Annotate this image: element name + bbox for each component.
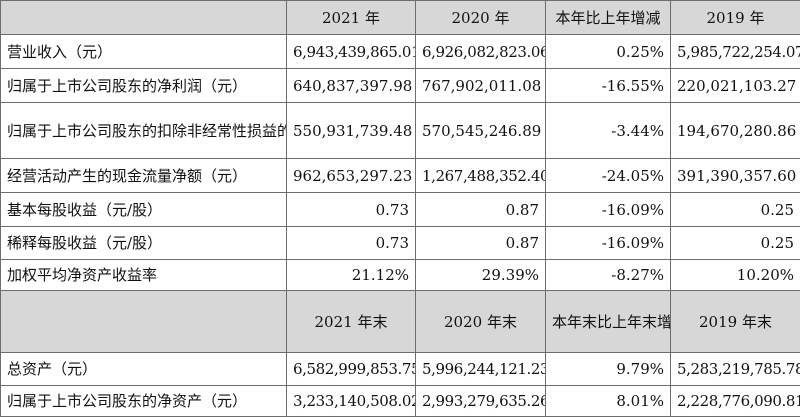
header-2019: 2019 年 — [671, 1, 800, 35]
cell-2019: 0.25 — [671, 227, 800, 260]
cell-2019-end: 2,228,776,090.81 — [671, 386, 800, 417]
header-2020: 2020 年 — [416, 1, 546, 35]
table-row-weighted-roe: 加权平均净资产收益率 21.12% 29.39% -8.27% 10.20% — [1, 260, 800, 291]
row-label: 营业收入（元） — [1, 35, 287, 69]
header-2019-end: 2019 年末 — [671, 291, 800, 353]
cell-2020: 570,545,246.89 — [416, 103, 546, 159]
table-row-net-assets: 归属于上市公司股东的净资产（元） 3,233,140,508.02 2,993,… — [1, 386, 800, 417]
cell-2021: 0.73 — [287, 193, 416, 227]
header-row-year-end: 2021 年末 2020 年末 本年末比上年末增减 2019 年末 — [1, 291, 800, 353]
row-label: 经营活动产生的现金流量净额（元） — [1, 159, 287, 193]
cell-2021: 962,653,297.23 — [287, 159, 416, 193]
row-label: 加权平均净资产收益率 — [1, 260, 287, 291]
table-row-basic-eps: 基本每股收益（元/股） 0.73 0.87 -16.09% 0.25 — [1, 193, 800, 227]
header-year-end-change: 本年末比上年末增减 — [546, 291, 671, 353]
cell-2020: 0.87 — [416, 193, 546, 227]
cell-2021: 640,837,397.98 — [287, 69, 416, 103]
cell-2020: 0.87 — [416, 227, 546, 260]
cell-change: -8.27% — [546, 260, 671, 291]
cell-2020: 29.39% — [416, 260, 546, 291]
table-row-net-profit: 归属于上市公司股东的净利润（元） 640,837,397.98 767,902,… — [1, 69, 800, 103]
header-2020-end: 2020 年末 — [416, 291, 546, 353]
row-label: 归属于上市公司股东的净利润（元） — [1, 69, 287, 103]
table-row-net-profit-excl-nonrecurring: 归属于上市公司股东的扣除非经常性损益的净利润（元） 550,931,739.48… — [1, 103, 800, 159]
header-blank-cell — [1, 291, 287, 353]
cell-2020-end: 2,993,279,635.26 — [416, 386, 546, 417]
table-row-diluted-eps: 稀释每股收益（元/股） 0.73 0.87 -16.09% 0.25 — [1, 227, 800, 260]
cell-2019: 5,985,722,254.07 — [671, 35, 800, 69]
cell-change: -24.05% — [546, 159, 671, 193]
cell-change: 8.01% — [546, 386, 671, 417]
cell-2021: 0.73 — [287, 227, 416, 260]
cell-2019: 0.25 — [671, 193, 800, 227]
row-label: 基本每股收益（元/股） — [1, 193, 287, 227]
cell-2021: 6,943,439,865.01 — [287, 35, 416, 69]
cell-2019: 10.20% — [671, 260, 800, 291]
cell-change: -16.09% — [546, 227, 671, 260]
row-label: 归属于上市公司股东的净资产（元） — [1, 386, 287, 417]
cell-2019: 220,021,103.27 — [671, 69, 800, 103]
header-2021: 2021 年 — [287, 1, 416, 35]
cell-2020: 767,902,011.08 — [416, 69, 546, 103]
row-label: 稀释每股收益（元/股） — [1, 227, 287, 260]
cell-2019: 391,390,357.60 — [671, 159, 800, 193]
row-label: 总资产（元） — [1, 353, 287, 386]
cell-2021: 550,931,739.48 — [287, 103, 416, 159]
cell-2021-end: 3,233,140,508.02 — [287, 386, 416, 417]
header-row-annual: 2021 年 2020 年 本年比上年增减 2019 年 — [1, 1, 800, 35]
table-row-total-assets: 总资产（元） 6,582,999,853.75 5,996,244,121.23… — [1, 353, 800, 386]
cell-2019: 194,670,280.86 — [671, 103, 800, 159]
table-row-operating-cash-flow: 经营活动产生的现金流量净额（元） 962,653,297.23 1,267,48… — [1, 159, 800, 193]
header-blank-cell — [1, 1, 287, 35]
cell-2020: 1,267,488,352.40 — [416, 159, 546, 193]
cell-change: -16.09% — [546, 193, 671, 227]
header-yoy-change: 本年比上年增减 — [546, 1, 671, 35]
row-label: 归属于上市公司股东的扣除非经常性损益的净利润（元） — [1, 103, 287, 159]
cell-change: -16.55% — [546, 69, 671, 103]
cell-2021: 21.12% — [287, 260, 416, 291]
cell-change: 9.79% — [546, 353, 671, 386]
cell-2020: 6,926,082,823.06 — [416, 35, 546, 69]
cell-2020-end: 5,996,244,121.23 — [416, 353, 546, 386]
header-2021-end: 2021 年末 — [287, 291, 416, 353]
cell-2021-end: 6,582,999,853.75 — [287, 353, 416, 386]
cell-2019-end: 5,283,219,785.78 — [671, 353, 800, 386]
cell-change: -3.44% — [546, 103, 671, 159]
cell-change: 0.25% — [546, 35, 671, 69]
table-row-revenue: 营业收入（元） 6,943,439,865.01 6,926,082,823.0… — [1, 35, 800, 69]
